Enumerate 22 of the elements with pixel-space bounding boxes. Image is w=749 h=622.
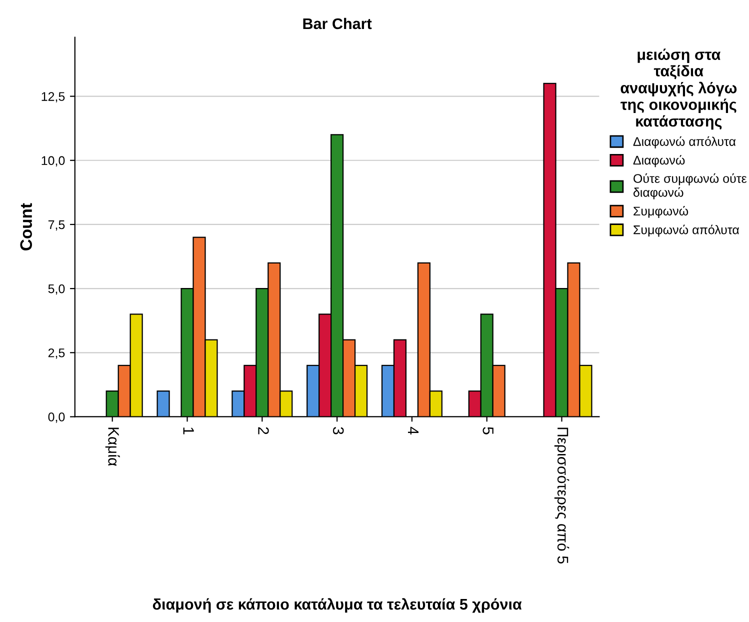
x-tick-label: 4	[408, 426, 419, 435]
y-tick-label: 12,5	[42, 92, 65, 102]
y-tick-label: 0,0	[48, 412, 65, 423]
y-tick-label: 5,0	[48, 284, 65, 295]
x-tick-label: Καμία	[105, 428, 120, 466]
x-tick-label: Περισσότερες από 5	[554, 428, 570, 564]
legend-label: Συμφωνώ	[634, 206, 688, 218]
legend-title: μειώση στα ταξίδια αναψυχής λόγω της οικονομικής κατάστασης	[620, 48, 737, 130]
x-axis-title: διαμονή σε κάποιο κατάλυμα τα τελευταία 5 χρόνια	[152, 598, 522, 613]
chart-title: Bar Chart	[303, 18, 372, 30]
y-tick-label: 2,5	[48, 348, 65, 359]
y-tick-label: 10,0	[42, 156, 65, 167]
y-axis-title: Count	[20, 203, 32, 250]
legend-label: Συμφωνώ απόλυτα	[634, 224, 740, 237]
y-tick-label: 7,5	[48, 220, 65, 231]
x-tick-label: 5	[482, 427, 494, 434]
x-tick-label: 3	[332, 427, 344, 434]
x-tick-label: 2	[258, 427, 269, 434]
x-tick-label: 1	[183, 428, 194, 434]
legend-label: Διαφωνώ απόλυτα	[633, 136, 736, 148]
legend-label: Διαφωνώ	[633, 155, 685, 168]
legend-label: Ούτε συμφωνώ ούτε διαφωνώ	[633, 173, 747, 200]
